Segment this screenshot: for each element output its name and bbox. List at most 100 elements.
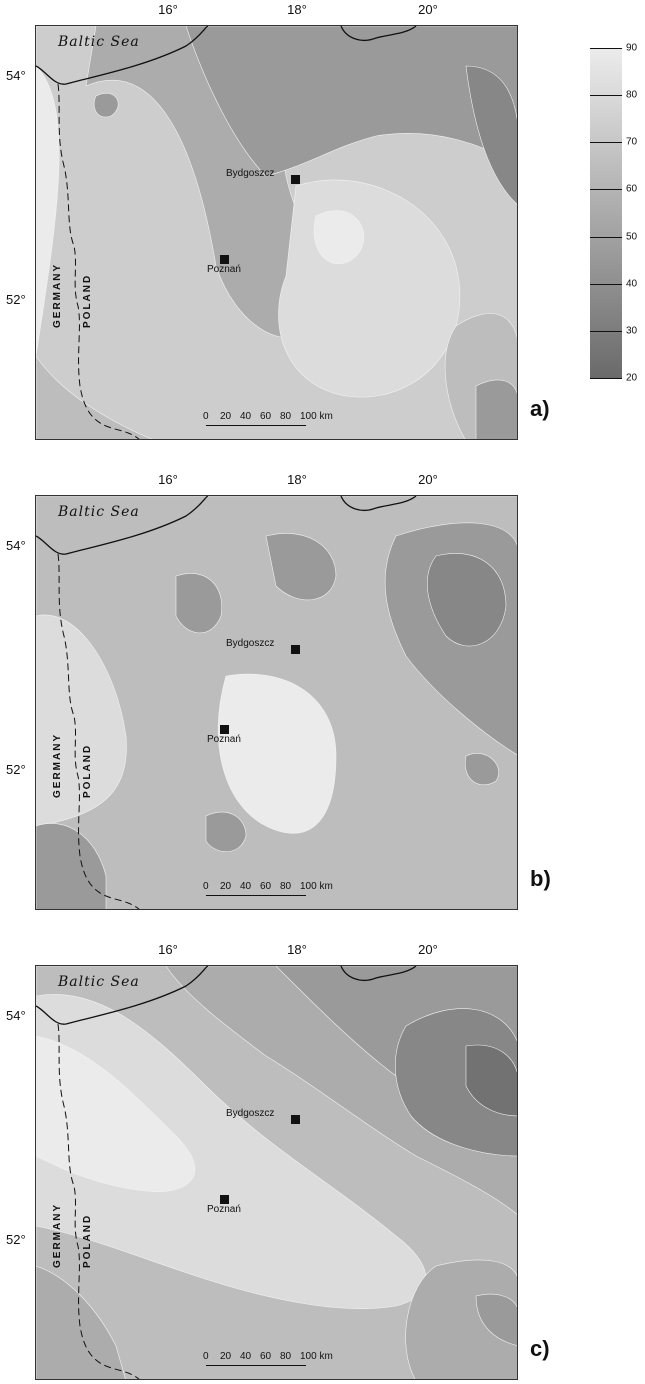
city-marker-bydgoszcz <box>291 645 300 654</box>
legend-label-90: 90 <box>626 42 638 54</box>
choropleth-map <box>36 966 517 1379</box>
value-zone <box>36 1035 196 1193</box>
value-zone <box>217 673 337 834</box>
lon-label-16: 16° <box>158 2 178 17</box>
scale-tick-80: 80 <box>280 881 292 892</box>
coastline-east <box>340 496 417 511</box>
value-zone <box>36 614 127 827</box>
scale-tick-0: 0 <box>203 411 209 422</box>
legend: 90 80 70 60 50 40 30 20 <box>590 43 645 384</box>
map-panel-b: 16° 18° 20° 54° 52° Baltic Sea GERMANY P… <box>0 470 645 910</box>
scale-tick-80: 80 <box>280 1351 292 1362</box>
value-zone <box>265 533 337 601</box>
panel-letter: c) <box>530 1336 550 1361</box>
legend-tick <box>590 189 622 190</box>
scale-tick-60: 60 <box>260 1351 272 1362</box>
map-frame: Baltic Sea GERMANY POLAND Bydgoszcz Pozn… <box>35 25 518 440</box>
value-zone <box>175 573 223 634</box>
city-marker-bydgoszcz <box>291 1115 300 1124</box>
value-zone <box>475 379 517 439</box>
scale-tick-20: 20 <box>220 411 232 422</box>
scale-line <box>206 425 306 426</box>
value-zone <box>475 1293 517 1346</box>
lon-label-16: 16° <box>158 942 178 957</box>
lat-label-54: 54° <box>6 68 26 83</box>
coastline-east <box>340 26 417 41</box>
value-zone <box>464 753 499 786</box>
scale-tick-0: 0 <box>203 1351 209 1362</box>
country-label-poland: POLAND <box>82 743 93 798</box>
lat-label-52: 52° <box>6 762 26 777</box>
coastline <box>36 966 209 1025</box>
country-label-poland: POLAND <box>82 1213 93 1268</box>
city-label-bydgoszcz: Bydgoszcz <box>226 638 275 649</box>
value-zone <box>405 1259 517 1379</box>
city-marker-poznan <box>220 255 229 264</box>
city-label-poznan: Poznań <box>207 734 241 745</box>
scale-tick-60: 60 <box>260 881 272 892</box>
lon-label-18: 18° <box>287 472 307 487</box>
panel-letter: b) <box>530 866 551 891</box>
lon-label-20: 20° <box>418 942 438 957</box>
map-panel-a: 16° 18° 20° 54° 52° Baltic Sea GERMANY P… <box>0 0 645 440</box>
sea-label: Baltic Sea <box>58 974 140 990</box>
scale-tick-40: 40 <box>240 411 252 422</box>
scale-tick-40: 40 <box>240 881 252 892</box>
city-label-bydgoszcz: Bydgoszcz <box>226 1108 275 1119</box>
country-label-germany: GERMANY <box>52 1202 63 1268</box>
scale-tick-80: 80 <box>280 411 292 422</box>
map-panel-c: 16° 18° 20° 54° 52° Baltic Sea GERMANY P… <box>0 940 645 1380</box>
lon-label-20: 20° <box>418 2 438 17</box>
legend-tick <box>590 142 622 143</box>
value-zone <box>36 823 107 909</box>
value-zone <box>313 210 365 265</box>
legend-label-60: 60 <box>626 183 638 195</box>
scale-tick-100: 100 km <box>300 1351 333 1362</box>
legend-label-20: 20 <box>626 372 638 384</box>
lat-label-52: 52° <box>6 292 26 307</box>
coastline <box>36 496 209 555</box>
lon-label-20: 20° <box>418 472 438 487</box>
legend-tick <box>590 95 622 96</box>
scale-tick-100: 100 km <box>300 881 333 892</box>
city-label-bydgoszcz: Bydgoszcz <box>226 168 275 179</box>
sea-label: Baltic Sea <box>58 504 140 520</box>
lon-label-18: 18° <box>287 2 307 17</box>
lat-label-54: 54° <box>6 1008 26 1023</box>
panel-letter: a) <box>530 396 550 421</box>
legend-tick <box>590 284 622 285</box>
value-zone <box>36 1265 126 1379</box>
coastline <box>36 26 209 85</box>
map-frame: Baltic Sea GERMANY POLAND Bydgoszcz Pozn… <box>35 495 518 910</box>
value-zone <box>205 811 247 852</box>
value-zone <box>36 994 427 1309</box>
national-border <box>57 1023 140 1379</box>
legend-label-50: 50 <box>626 231 638 243</box>
city-marker-poznan <box>220 725 229 734</box>
scale-bar: 0 20 40 60 80 100 km <box>203 411 366 439</box>
value-zone <box>36 355 153 439</box>
scale-bar: 0 20 40 60 80 100 km <box>203 1351 366 1379</box>
value-zone <box>465 1044 517 1117</box>
national-border <box>57 553 140 909</box>
value-zone <box>36 65 60 357</box>
legend-tick <box>590 331 622 332</box>
value-zone <box>185 26 517 177</box>
legend-label-80: 80 <box>626 89 638 101</box>
value-zone <box>465 65 517 205</box>
lat-label-52: 52° <box>6 1232 26 1247</box>
city-marker-poznan <box>220 1195 229 1204</box>
city-marker-bydgoszcz <box>291 175 300 184</box>
map-frame: Baltic Sea GERMANY POLAND Bydgoszcz Pozn… <box>35 965 518 1380</box>
city-label-poznan: Poznań <box>207 1204 241 1215</box>
legend-tick <box>590 237 622 238</box>
legend-label-70: 70 <box>626 136 638 148</box>
value-zone <box>395 1008 517 1157</box>
lon-label-16: 16° <box>158 472 178 487</box>
lon-label-18: 18° <box>287 942 307 957</box>
legend-color-bar <box>590 48 622 378</box>
legend-label-30: 30 <box>626 325 638 337</box>
city-label-poznan: Poznań <box>207 264 241 275</box>
coastline-east <box>340 966 417 981</box>
choropleth-map <box>36 496 517 909</box>
